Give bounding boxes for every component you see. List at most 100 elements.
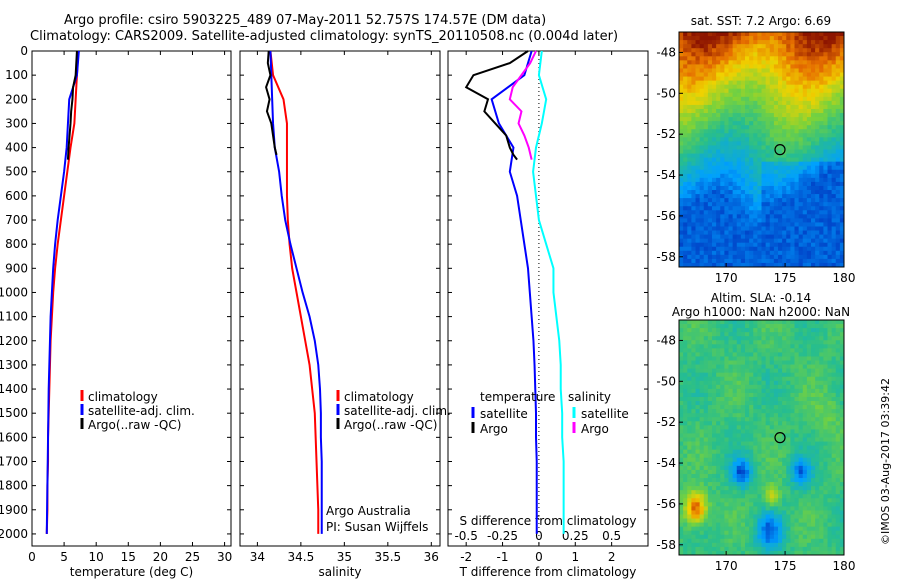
sst_map-cell <box>736 48 742 53</box>
sla_map-cell <box>687 526 692 532</box>
sla_map-cell <box>740 429 746 434</box>
sst_map-cell <box>761 76 767 82</box>
sst_map-cell <box>798 108 804 114</box>
sla_map-cell <box>778 352 783 357</box>
sst_map-cell <box>703 129 709 134</box>
sst_map-cell <box>769 113 775 118</box>
sla_map-cell <box>790 478 795 483</box>
sst_map-cell <box>749 108 754 114</box>
sst_map-cell <box>773 185 779 191</box>
sst_map-cell <box>798 185 804 191</box>
sst_map-cell <box>823 60 828 65</box>
sla_map-cell <box>740 405 746 410</box>
sst_map-cell <box>831 48 837 53</box>
sla_map-cell <box>782 494 787 499</box>
sst_map-cell <box>712 145 717 150</box>
sla_map-cell <box>761 494 767 499</box>
sst_map-cell <box>745 145 750 150</box>
sla_map-cell <box>720 340 725 345</box>
sst_map-cell <box>712 72 717 77</box>
sla_map-cell <box>839 498 845 503</box>
sla_map-cell <box>695 384 701 390</box>
sst_map-cell <box>761 194 767 199</box>
sst_map-cell <box>720 258 725 264</box>
sla_map-cell <box>765 384 771 390</box>
sla_map-cell <box>749 360 754 365</box>
sst_map-cell <box>773 40 779 45</box>
sla_map-cell <box>806 409 812 414</box>
sst_map-cell <box>827 125 833 130</box>
sla_map-cell <box>761 502 767 507</box>
sst_map-cell <box>712 92 717 98</box>
sst_map-cell <box>769 32 775 37</box>
sla_map-cell <box>835 332 841 337</box>
sla_map-cell <box>790 453 795 459</box>
sla_map-cell <box>782 356 787 361</box>
sst_map-cell <box>687 262 692 268</box>
sla_map-cell <box>773 356 779 361</box>
sla_map-cell <box>790 405 795 410</box>
sla_map-cell <box>740 417 746 422</box>
sla_map-cell <box>679 429 684 434</box>
sst_map-cell <box>761 262 767 268</box>
sla_map-cell <box>757 550 762 556</box>
sla_map-cell <box>691 506 696 511</box>
sla_map-cell <box>683 526 688 532</box>
sla_map-cell <box>778 478 783 483</box>
sla_map-cell <box>703 421 709 426</box>
sla_map-cell <box>782 348 787 353</box>
sla_map-cell <box>806 473 812 479</box>
sst_map-cell <box>679 202 684 207</box>
sla_map-cell <box>720 392 725 398</box>
differences-xtick-label: 1 <box>571 550 579 564</box>
sst_map-cell <box>683 141 688 146</box>
sla_map-cell <box>757 421 762 426</box>
sla_map-cell <box>831 465 837 471</box>
sst_map-cell <box>699 258 705 264</box>
sst_map-cell <box>839 185 845 191</box>
sla_map-cell <box>769 425 775 430</box>
temperature-xtick-label: 5 <box>60 550 68 564</box>
sla_map-cell <box>712 332 717 337</box>
sla_map-cell <box>732 482 738 487</box>
sla_map-cell <box>757 344 762 349</box>
sla_map-cell <box>773 332 779 337</box>
sla_map-cell <box>790 465 795 471</box>
sla_map-cell <box>745 396 750 402</box>
sst_map-cell <box>732 246 738 252</box>
sst_map-cell <box>773 137 779 142</box>
sst_map-cell <box>749 242 754 248</box>
sst_map-cell <box>712 76 717 82</box>
sla_map-cell <box>827 445 833 451</box>
sst_map-cell <box>778 32 783 37</box>
sst_map-cell <box>839 181 845 187</box>
sst_map-cell <box>790 254 795 260</box>
sla_map-cell <box>695 506 701 511</box>
sla_map-cell <box>802 550 808 556</box>
sla_map-cell <box>724 396 729 402</box>
sla_map-argo-marker <box>774 432 786 444</box>
sst_map-cell <box>811 36 816 41</box>
sst_map-cell <box>695 100 701 106</box>
sst_map-cell <box>839 52 845 57</box>
sst_map-cell <box>786 246 791 252</box>
sst_map-cell <box>745 72 750 77</box>
sla_map-cell <box>794 396 800 402</box>
sst_map-cell <box>736 129 742 134</box>
sla_map-cell <box>757 417 762 422</box>
sst_map-cell <box>839 125 845 130</box>
sst_map-cell <box>736 76 742 82</box>
sla_map-cell <box>716 473 721 479</box>
sst_map-cell <box>683 56 688 61</box>
sst_map-cell <box>732 153 738 158</box>
sla_map-cell <box>835 336 841 341</box>
sst_map-cell <box>703 214 709 219</box>
sst_map-cell <box>732 72 738 77</box>
sla_map-cell <box>835 437 841 442</box>
sla_map-cell <box>823 498 828 503</box>
temperature-legend-label: climatology <box>88 390 158 404</box>
sla_map-cell <box>806 510 812 515</box>
sla_map-cell <box>761 380 767 386</box>
sla_map-cell <box>802 409 808 414</box>
sla_map-cell <box>819 538 824 544</box>
